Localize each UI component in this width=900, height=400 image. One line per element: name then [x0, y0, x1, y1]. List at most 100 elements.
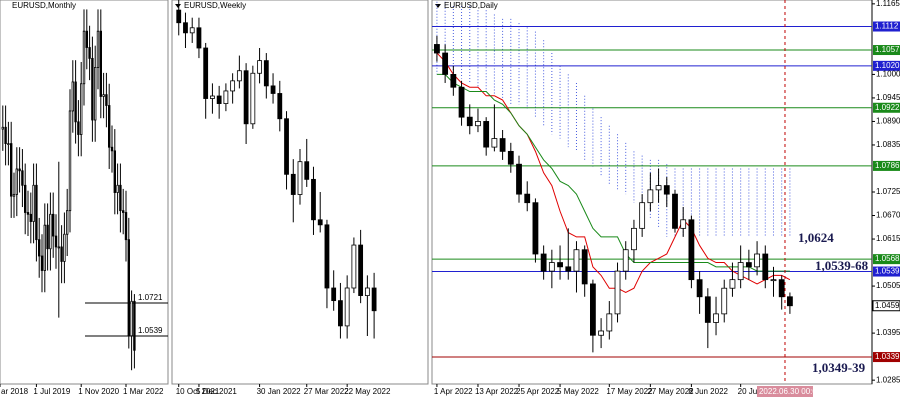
y-tick-label: 1.0670: [876, 211, 900, 220]
x-tick-label: 25 Apr 2022: [516, 387, 560, 396]
level-label: 1.0568: [875, 254, 900, 263]
candle-body: [108, 105, 111, 148]
chart-title: EURUSD,Weekly: [184, 1, 246, 10]
candle-body: [105, 94, 108, 106]
candle-body: [737, 262, 744, 281]
level-tag: [873, 254, 900, 265]
level-label: 1.1112: [875, 22, 899, 31]
candle-body: [183, 22, 188, 34]
candle-body: [236, 70, 242, 82]
candle-body: [270, 85, 276, 94]
candle-body: [548, 262, 555, 272]
candle-body: [540, 253, 547, 272]
candle-body: [371, 287, 377, 312]
candle-body: [102, 94, 105, 97]
plot: [432, 0, 872, 384]
candle-body: [331, 287, 337, 302]
indicator-line: [436, 73, 790, 272]
candle-body: [672, 193, 678, 229]
y-tick-label: 1.0285: [876, 375, 900, 384]
candle-body: [77, 121, 80, 135]
candle-body: [778, 279, 785, 298]
level-label: 1.0721: [138, 293, 163, 302]
candle-body: [18, 168, 21, 172]
candle-body: [99, 30, 103, 97]
x-tick-label: 5 Dec 2021: [196, 387, 237, 396]
x-tick-label: 1 Apr 2022: [434, 387, 473, 396]
x-tick-label: 27 May 2022: [647, 387, 694, 396]
candle-body: [74, 81, 77, 123]
candle-body: [311, 178, 316, 221]
candle-body: [475, 121, 481, 127]
candle-body: [364, 287, 370, 296]
level-label: 1.1057: [875, 45, 900, 54]
x-tick-label: 27 Mar 2022: [304, 387, 349, 396]
x-tick-label: 22 May 2022: [344, 387, 391, 396]
candle-body: [26, 212, 30, 215]
plot: [176, 0, 377, 339]
candle-body: [122, 210, 125, 213]
candle-body: [631, 227, 637, 251]
y-tick-label: 1.1165: [876, 0, 900, 8]
candle-body: [35, 184, 38, 241]
level-tag: [873, 160, 900, 171]
candle-body: [317, 219, 323, 226]
candle-body: [622, 249, 629, 272]
candle-body: [721, 287, 728, 315]
y-tick-label: 1.0890: [876, 117, 900, 126]
candle-body: [91, 57, 94, 121]
candle-body: [223, 90, 229, 104]
candle-body: [351, 244, 357, 289]
candle-body: [450, 74, 457, 88]
candle-body: [557, 262, 563, 268]
candle-body: [130, 300, 133, 337]
candle-body: [60, 246, 63, 262]
candle-body: [358, 244, 364, 296]
candle-body: [63, 233, 66, 262]
candle-body: [532, 202, 539, 255]
candle-body: [32, 184, 35, 222]
y-tick-label: 1.0945: [876, 93, 900, 102]
candle-body: [250, 72, 256, 125]
candle-body: [499, 138, 506, 152]
candle-body: [483, 121, 490, 148]
candle-body: [598, 330, 605, 336]
price-label: 1.0459: [875, 301, 900, 310]
candle-body: [434, 44, 440, 54]
candle-body: [284, 118, 289, 175]
candle-body: [324, 224, 330, 289]
candle-body: [71, 81, 75, 112]
menu-icon[interactable]: [175, 4, 181, 8]
level-tag: [873, 21, 900, 32]
level-tag: [873, 45, 900, 56]
level-tag: [873, 266, 900, 277]
y-tick-label: 1.0725: [876, 187, 900, 196]
level-tag: [873, 352, 900, 363]
candle-body: [704, 296, 711, 323]
candle-body: [770, 279, 777, 282]
candle-body: [263, 60, 269, 87]
candle-body: [304, 161, 310, 180]
candle-body: [762, 253, 769, 281]
annotation: 1,0539-68: [815, 258, 869, 273]
candle-body: [127, 239, 131, 337]
candle-body: [589, 283, 596, 336]
candle-body: [210, 95, 215, 99]
candle-body: [82, 30, 86, 85]
chart-title: EURUSD,Daily: [444, 1, 498, 10]
candle-body: [12, 193, 16, 197]
x-tick-label: 30 Jan 2022: [257, 387, 302, 396]
candle-body: [524, 193, 531, 204]
candle-body: [85, 30, 89, 48]
x-tick-label: 13 Apr 2022: [475, 387, 519, 396]
candle-body: [606, 313, 613, 332]
candle-body: [23, 184, 27, 213]
candle-body: [15, 168, 19, 195]
candle-body: [124, 212, 128, 241]
price-tag: [872, 300, 900, 312]
candle-body: [38, 239, 41, 257]
cursor-tag: [756, 386, 813, 397]
candle-body: [565, 266, 572, 272]
candle-body: [176, 9, 182, 24]
